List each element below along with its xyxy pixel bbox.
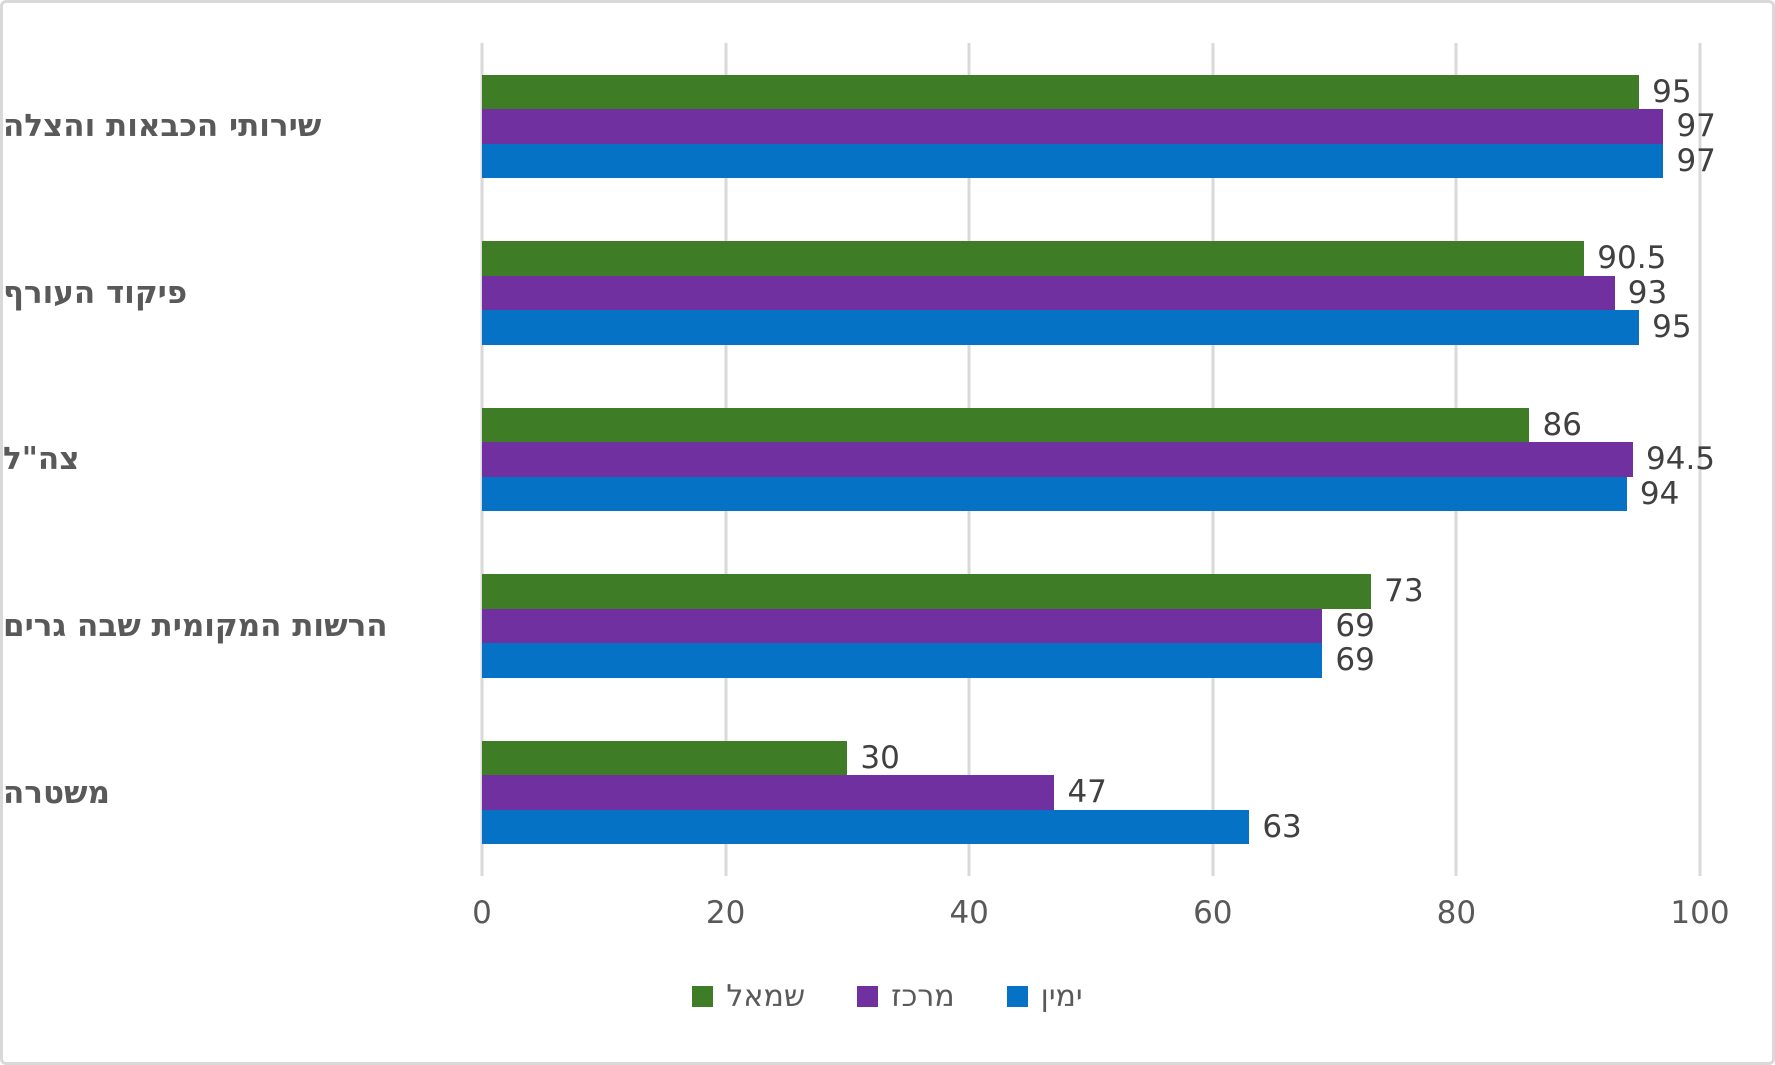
bar-value-label: 95: [1652, 309, 1692, 346]
bar-value-label: 95: [1652, 73, 1692, 110]
bar-value-label: 94: [1639, 475, 1680, 512]
x-axis: 0 20 40 60 80 100: [3, 895, 1772, 939]
plot-area: 95 97 97 90.5 93 95 86 94.5 94 73 69 69 30 47 63: [480, 43, 1716, 876]
legend-label: שמאל: [726, 979, 806, 1014]
bar-value-label: 90.5: [1597, 240, 1667, 277]
bar-group: 90.5 93 95: [482, 210, 1700, 377]
bar-value-label: 97: [1676, 108, 1716, 145]
category-label: משטרה: [3, 774, 110, 811]
bar-value-label: 93: [1627, 274, 1668, 311]
bar-line: 73: [482, 574, 1700, 609]
x-tick-label: 20: [705, 895, 746, 931]
x-tick-label: 40: [949, 895, 989, 931]
x-tick-label: 0: [472, 895, 492, 931]
bar: [482, 74, 1640, 110]
bar-line: 63: [482, 810, 1700, 845]
bar-value-label: 63: [1262, 808, 1302, 845]
bar-group: 73 69 69: [482, 543, 1700, 710]
legend-label: מרכז: [891, 979, 955, 1014]
legend: שמאל מרכז ימין: [3, 979, 1772, 1014]
category-label: צה"ל: [3, 441, 80, 478]
bar: [482, 775, 1055, 810]
legend-label: ימין: [1040, 979, 1083, 1014]
bar: [482, 143, 1664, 179]
grid-line: [1698, 43, 1702, 876]
bar-value-label: 86: [1542, 406, 1582, 443]
bar-line: 97: [482, 143, 1716, 179]
legend-marker: [692, 986, 714, 1007]
bar-line: 94: [482, 477, 1700, 512]
bar: [482, 407, 1530, 443]
bar: [482, 476, 1627, 512]
bar: [482, 643, 1323, 678]
legend-item: שמאל: [692, 979, 805, 1014]
legend-item: ימין: [1006, 979, 1083, 1014]
bar: [482, 740, 848, 776]
x-tick-label: 100: [1670, 895, 1730, 931]
bar-line: 30: [482, 741, 1700, 776]
bar-group: 86 94.5 94: [482, 376, 1715, 543]
x-tick-label: 80: [1436, 895, 1477, 931]
bar-line: 95: [482, 75, 1700, 110]
bar-line: 97: [482, 109, 1716, 144]
x-tick-label: 60: [1193, 895, 1233, 931]
legend-marker: [1006, 986, 1028, 1007]
bar-line: 93: [482, 276, 1700, 311]
bar-value-label: 73: [1384, 573, 1424, 610]
bar-group: 95 97 97: [482, 43, 1716, 210]
bar: [482, 275, 1615, 311]
bar-value-label: 94.5: [1646, 441, 1716, 478]
category-label: פיקוד העורף: [3, 274, 188, 311]
legend-marker: [857, 986, 879, 1007]
bar: [482, 608, 1323, 644]
bar-line: 90.5: [482, 241, 1700, 276]
bar-value-label: 47: [1067, 774, 1107, 811]
bar: [482, 574, 1372, 609]
bar: [482, 109, 1664, 144]
bar-value-label: 30: [860, 739, 900, 776]
category-axis: שירותי הכבאות והצלה פיקוד העורף צה"ל הרשות …: [3, 43, 458, 876]
bar-line: 69: [482, 609, 1700, 644]
bar-value-label: 69: [1335, 607, 1375, 644]
category-label: שירותי הכבאות והצלה: [3, 108, 322, 145]
bar-line: 86: [482, 408, 1700, 443]
bar: [482, 809, 1250, 845]
legend-item: מרכז: [857, 979, 955, 1014]
bar-group: 30 47 63: [482, 709, 1700, 876]
bar-line: 94.5: [482, 442, 1715, 477]
bar-line: 95: [482, 310, 1700, 345]
bar-value-label: 97: [1676, 142, 1716, 179]
bar: [482, 442, 1633, 477]
bar-value-label: 69: [1335, 642, 1375, 679]
bar-line: 47: [482, 775, 1700, 810]
bar: [482, 241, 1585, 276]
category-label: הרשות המקומית שבה גרים: [3, 608, 388, 645]
bar-line: 69: [482, 643, 1700, 678]
bar: [482, 310, 1640, 345]
